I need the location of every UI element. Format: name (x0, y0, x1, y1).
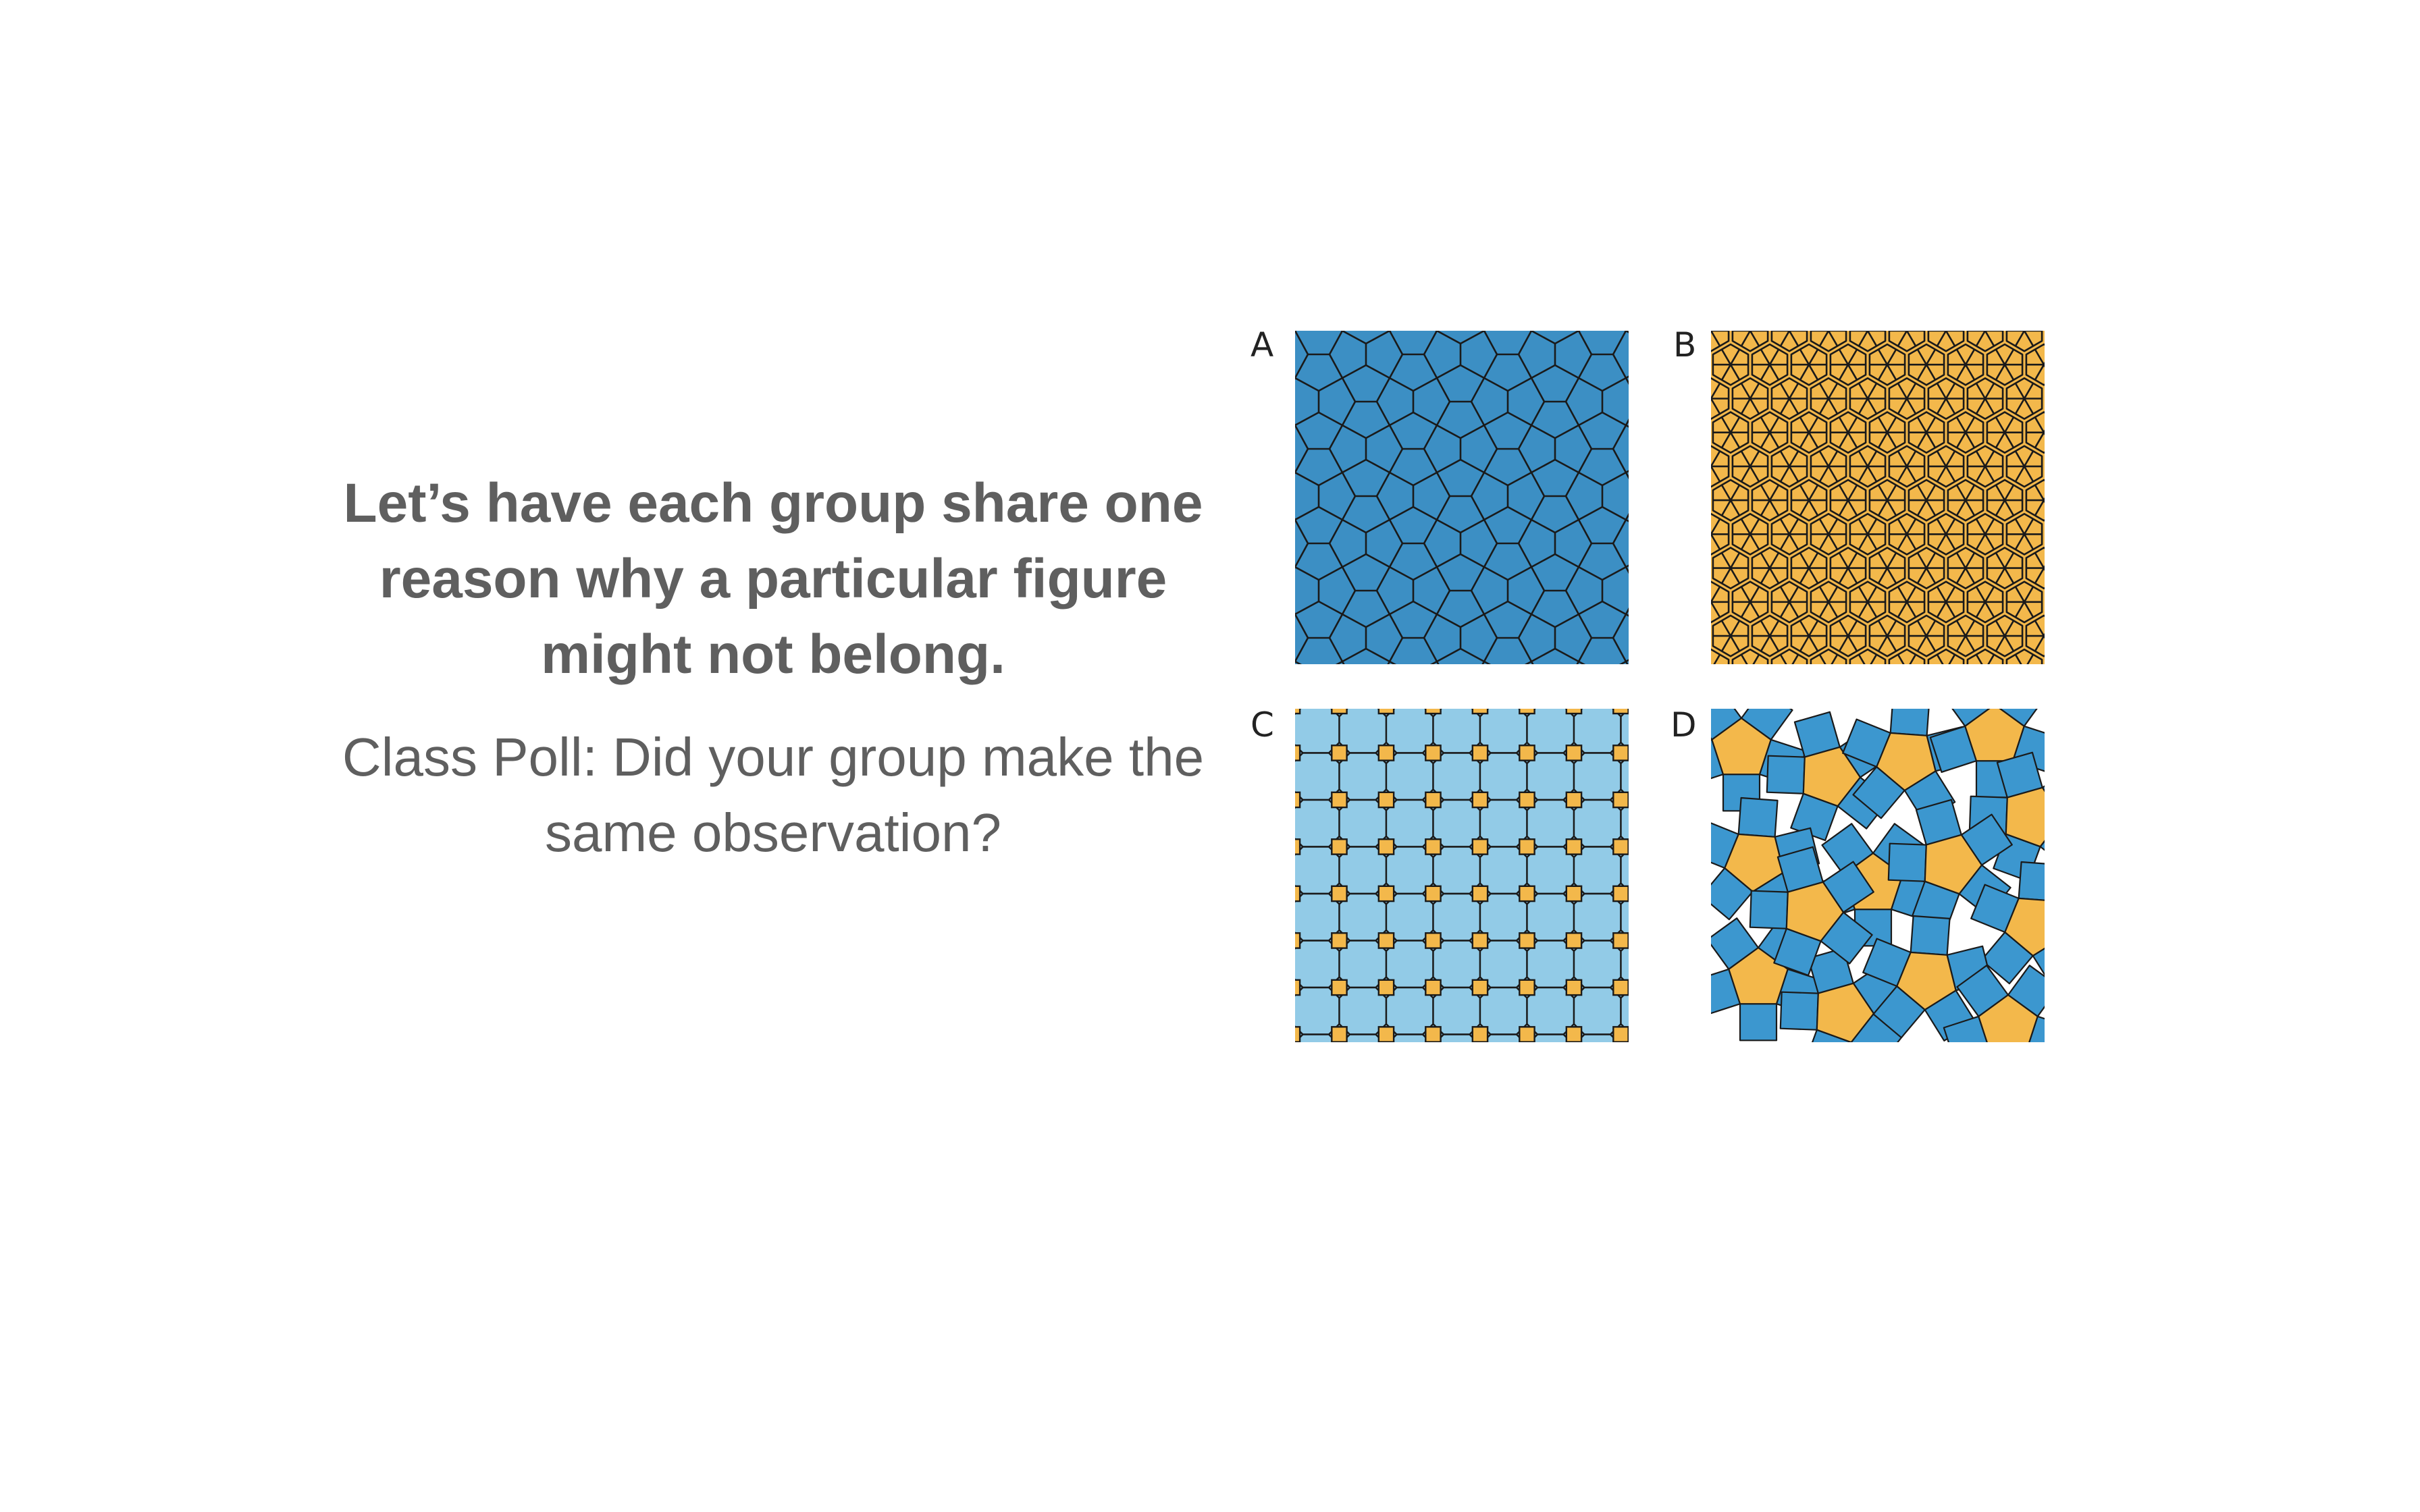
figure-d (1711, 709, 2045, 1042)
octagon-square-tiling-c (1295, 709, 1629, 1042)
figure-b (1711, 331, 2045, 664)
pentagon-square-pattern-d (1711, 709, 2045, 1042)
figure-c (1295, 709, 1629, 1042)
figure-a (1295, 331, 1629, 664)
prompt-heading: Let’s have each group share one reason w… (343, 473, 1203, 685)
figure-label-a: A (1251, 325, 1274, 364)
figure-label-c: C (1251, 705, 1274, 745)
figure-label-b: B (1673, 325, 1697, 364)
pentagon-tiling-a (1295, 331, 1629, 664)
class-poll-question: Class Poll: Did your group make the same… (342, 727, 1205, 863)
text-block: Let’s have each group share one reason w… (324, 466, 1222, 871)
figure-label-d: D (1671, 705, 1697, 745)
star-tiling-b (1711, 331, 2045, 664)
